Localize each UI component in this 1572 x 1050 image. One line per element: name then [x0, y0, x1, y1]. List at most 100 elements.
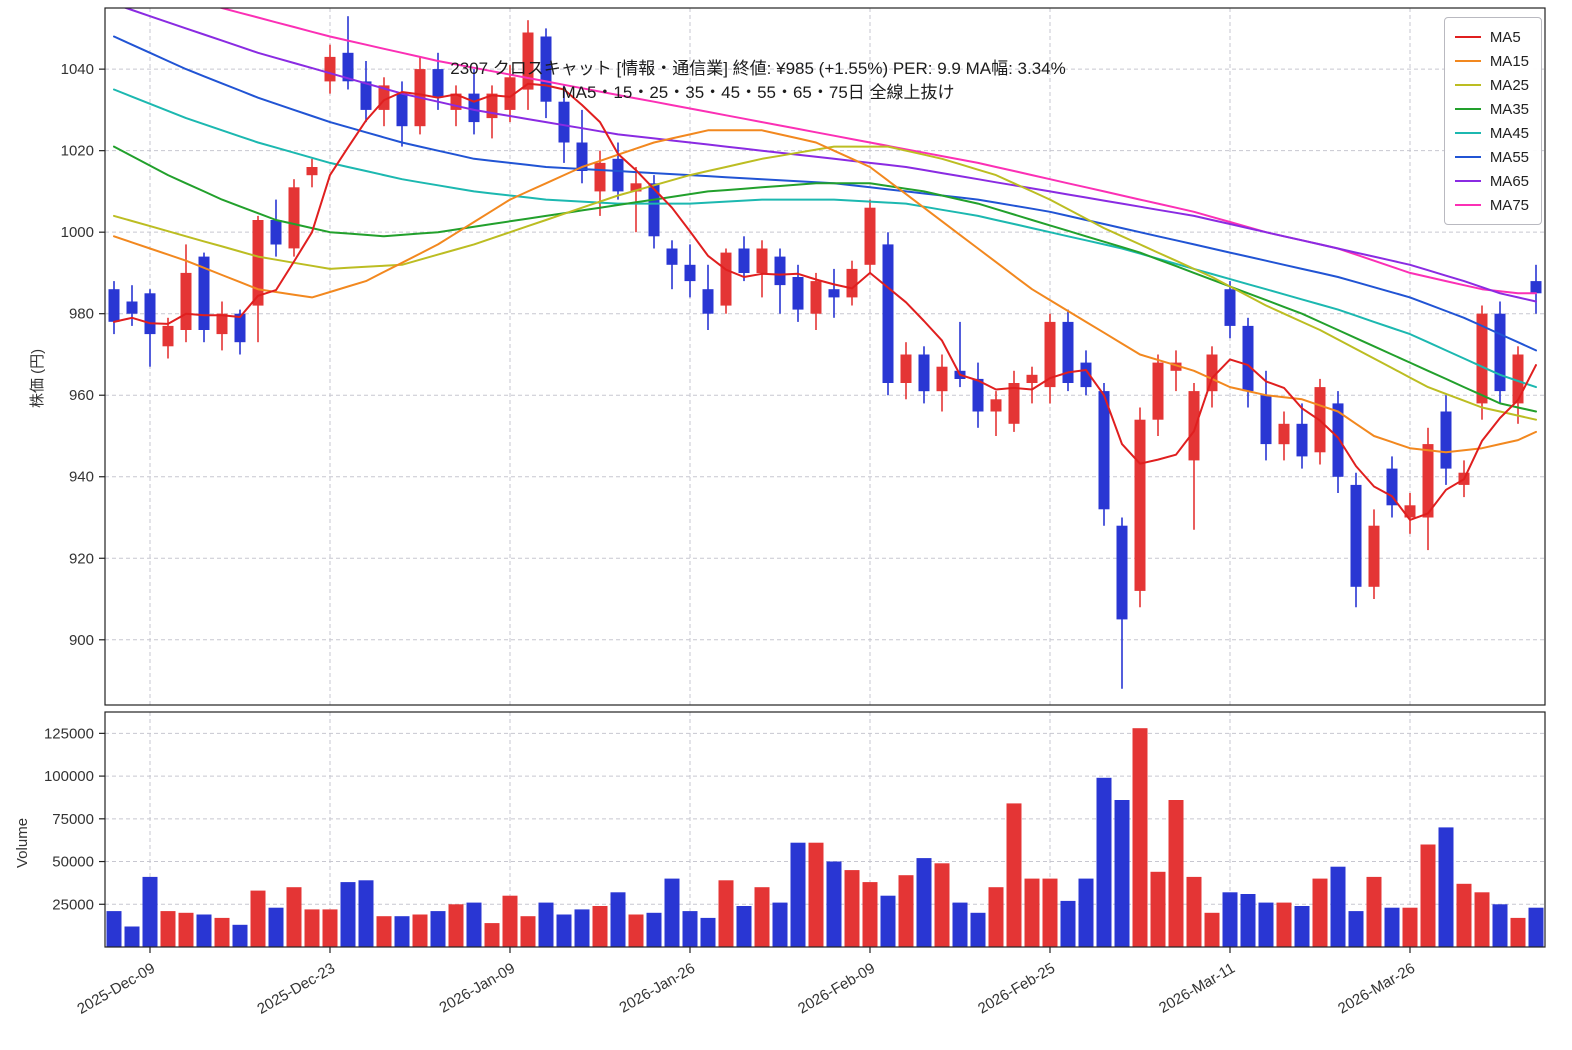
volume-bar — [376, 916, 392, 947]
volume-bar — [466, 902, 482, 947]
volume-bar — [538, 902, 554, 947]
legend-label: MA25 — [1489, 76, 1529, 94]
candle-body — [1098, 391, 1110, 510]
volume-axis-title: Volume — [14, 817, 31, 868]
candle-body — [1404, 505, 1416, 518]
candle-body — [1422, 444, 1434, 518]
price-panel-border — [104, 7, 1546, 706]
volume-bar — [106, 911, 122, 947]
volume-bar — [1384, 907, 1400, 947]
volume-bar — [520, 916, 536, 947]
price-tick-label: 960 — [69, 387, 94, 404]
volume-bar — [412, 914, 428, 947]
candle-body — [522, 32, 534, 90]
price-tick-label: 980 — [69, 306, 94, 323]
price-tick-label: 1000 — [61, 224, 94, 241]
volume-bar — [484, 923, 500, 947]
volume-bar — [664, 878, 680, 947]
candle-body — [252, 220, 264, 306]
price-tick-label: 900 — [69, 632, 94, 649]
volume-bar — [772, 902, 788, 947]
volume-bar — [196, 914, 212, 947]
candle-body — [792, 277, 804, 310]
candle-body — [1476, 313, 1488, 404]
ma-lines — [113, 8, 1537, 521]
volume-bars — [106, 728, 1544, 947]
volume-bar — [1186, 876, 1202, 947]
chart-title-line2: MA5・15・25・35・45・55・65・75日 全線上抜け — [561, 83, 955, 102]
candle-body — [756, 248, 768, 273]
volume-bar — [610, 892, 626, 947]
volume-bar — [988, 887, 1004, 947]
volume-bar — [142, 876, 158, 947]
candle-body — [1512, 354, 1524, 404]
candle-body — [990, 399, 1002, 412]
ma25-line-swatch-icon — [1454, 84, 1481, 86]
candle-body — [306, 167, 318, 176]
candle-body — [630, 183, 642, 192]
volume-bar — [250, 890, 266, 947]
candle-body — [342, 52, 354, 82]
price-axis-title: 株価 (円) — [29, 348, 46, 408]
candle-body — [486, 93, 498, 119]
candle-body — [216, 313, 228, 335]
volume-bar — [592, 906, 608, 947]
candle-body — [1242, 325, 1254, 392]
volume-bar — [1492, 904, 1508, 947]
legend-item-ma15: MA15 — [1454, 49, 1529, 73]
volume-bar — [1510, 917, 1526, 947]
candle-body — [666, 248, 678, 265]
volume-bar — [1150, 871, 1166, 947]
candle-body — [810, 281, 822, 314]
volume-bar — [286, 887, 302, 947]
candle-body — [180, 272, 192, 330]
volume-tick-label: 25000 — [52, 896, 94, 913]
candle-body — [702, 289, 714, 314]
legend-label: MA75 — [1489, 196, 1529, 214]
volume-bar — [1330, 866, 1346, 947]
candle-body — [1530, 281, 1542, 294]
candle-body — [144, 293, 156, 335]
volume-bar — [1096, 777, 1112, 947]
candle-body — [594, 162, 606, 192]
volume-bar — [646, 912, 662, 947]
ma5-line-swatch-icon — [1454, 36, 1481, 38]
candle-body — [1116, 525, 1128, 620]
price-tick-label: 1040 — [61, 61, 94, 78]
volume-bar — [268, 907, 284, 947]
candle-body — [1332, 403, 1344, 477]
candle-body — [1368, 525, 1380, 587]
volume-bar — [124, 926, 140, 947]
candle-body — [1152, 362, 1164, 420]
volume-bar — [1222, 892, 1238, 947]
candle-body — [450, 93, 462, 110]
volume-bar — [1060, 900, 1076, 947]
candle-body — [558, 101, 570, 143]
volume-tick-label: 125000 — [44, 725, 94, 742]
volume-bar — [340, 882, 356, 947]
volume-bar — [304, 909, 320, 947]
candle-body — [1026, 374, 1038, 383]
volume-bar — [502, 895, 518, 947]
ma-line-ma15 — [113, 129, 1537, 454]
ma-line-ma45 — [113, 88, 1537, 389]
volume-bar — [934, 863, 950, 947]
volume-bar — [952, 902, 968, 947]
volume-bar — [1078, 878, 1094, 947]
ma15-line-swatch-icon — [1454, 60, 1481, 62]
candle-body — [1170, 362, 1182, 371]
volume-bar — [1528, 907, 1544, 947]
volume-bar — [1240, 894, 1256, 947]
candle-body — [540, 36, 552, 102]
volume-bar — [1204, 912, 1220, 947]
candle-body — [1440, 411, 1452, 469]
candle-body — [1134, 419, 1146, 591]
volume-bar — [160, 911, 176, 947]
candle-body — [612, 158, 624, 192]
candles — [108, 16, 1542, 689]
legend-label: MA35 — [1489, 100, 1529, 118]
volume-bar — [1294, 906, 1310, 947]
candle-body — [1350, 484, 1362, 587]
